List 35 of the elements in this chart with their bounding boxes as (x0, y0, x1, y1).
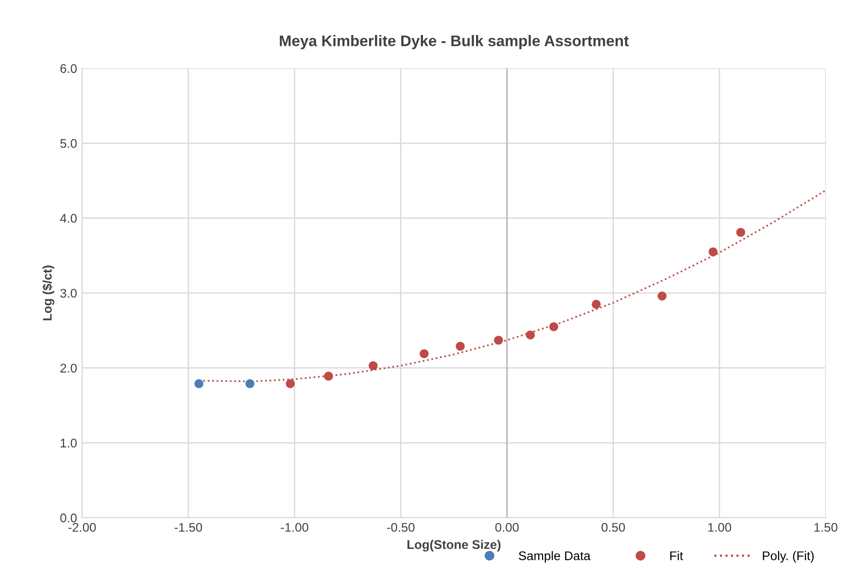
point (592, 300, 601, 309)
point (245, 379, 254, 388)
point (194, 379, 204, 388)
legend-label: Sample Data (518, 551, 591, 563)
point (658, 292, 667, 301)
y-axis-title: Log ($/ct) (42, 266, 54, 320)
y-tick-label: 0.0 (60, 514, 77, 522)
y-tick-label: 6.0 (60, 64, 77, 73)
x-tick-label: -1.50 (174, 522, 202, 532)
point (420, 349, 429, 358)
point (368, 361, 378, 370)
legend-label: Poly. (Fit) (762, 551, 814, 563)
y-tick-label: 1.0 (60, 438, 77, 448)
y-tick-label: 5.0 (60, 139, 77, 148)
point (526, 330, 535, 340)
point (494, 336, 503, 345)
y-tick-label: 2.0 (60, 364, 77, 373)
point (324, 372, 334, 381)
legend-label: Fit (670, 551, 684, 560)
y-tick-label: 4.0 (60, 214, 77, 223)
point (456, 342, 465, 351)
chart-title: Meya Kimberlite Dyke - Bulk sample Assortment (280, 35, 629, 50)
point (286, 379, 295, 388)
point (549, 322, 558, 332)
x-axis-title: Log(Stone Size) (408, 540, 500, 552)
y-tick-label: 3.0 (60, 288, 77, 298)
x-tick-label: -1.00 (280, 522, 308, 532)
point (708, 247, 718, 256)
x-tick-label: -0.50 (387, 522, 415, 532)
x-tick-label: 1.00 (708, 522, 732, 532)
point (736, 228, 746, 237)
x-tick-label: 0.50 (602, 522, 625, 532)
x-tick-label: 1.50 (814, 522, 838, 532)
x-tick-label: 0.00 (495, 522, 519, 532)
x-tick-label: -2.00 (68, 522, 96, 532)
